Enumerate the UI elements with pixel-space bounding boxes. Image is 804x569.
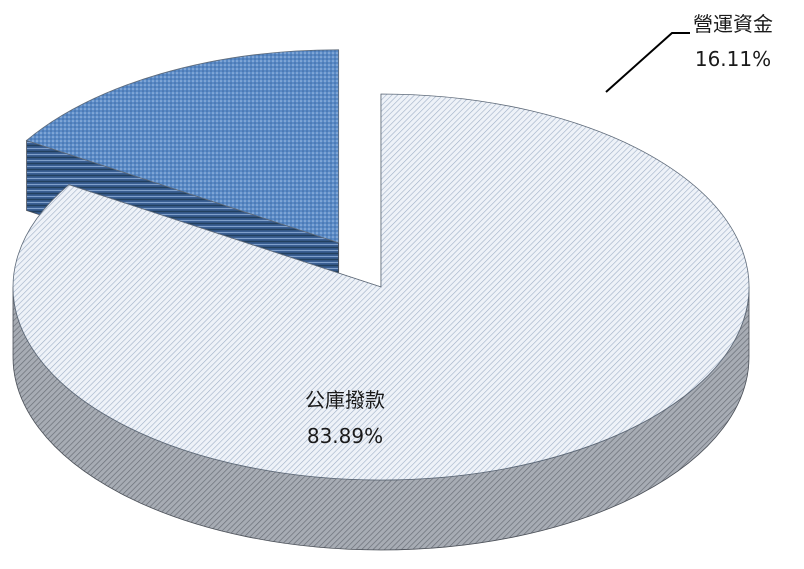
slice-label-name: 營運資金 xyxy=(693,12,773,36)
pie-slice-group xyxy=(12,93,750,551)
slice-label-value: 83.89% xyxy=(307,424,383,448)
pie-slice xyxy=(12,93,750,481)
slice-label-value: 16.11% xyxy=(695,47,771,71)
pie-slice xyxy=(25,49,340,244)
slice-label-name: 公庫撥款 xyxy=(305,388,385,412)
leader-line xyxy=(605,32,690,93)
